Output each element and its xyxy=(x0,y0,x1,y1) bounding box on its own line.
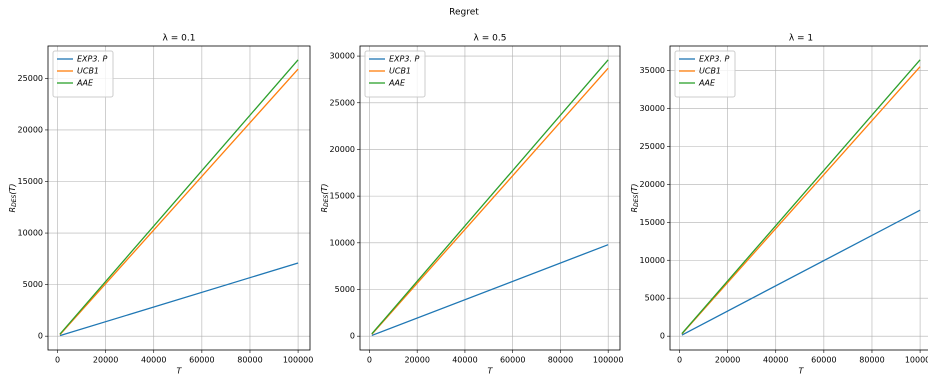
x-tick-label: 40000 xyxy=(452,356,477,365)
legend-label: UCB1 xyxy=(77,67,99,76)
y-tick-label: 10000 xyxy=(330,238,355,247)
x-tick-label: 80000 xyxy=(237,356,262,365)
legend-label: AAE xyxy=(388,79,406,88)
legend-box xyxy=(52,50,114,98)
series-line xyxy=(59,68,299,336)
y-tick-label: 10000 xyxy=(640,256,665,265)
x-tick-label: 60000 xyxy=(811,356,836,365)
x-tick-label: 100000 xyxy=(283,356,314,365)
x-tick-label: 80000 xyxy=(859,356,884,365)
y-tick-label: 0 xyxy=(660,332,665,341)
y-tick-label: 25000 xyxy=(18,74,43,83)
y-axis-label-part: (T) xyxy=(8,184,17,195)
plot-frame xyxy=(359,45,621,351)
y-axis-label-part: DES xyxy=(633,194,640,206)
x-axis-label: T xyxy=(799,367,805,376)
y-axis-label-part: DES xyxy=(323,194,330,206)
y-axis-label-part: R xyxy=(8,207,17,213)
series-line xyxy=(371,59,609,335)
legend-label: EXP3. P xyxy=(389,55,420,64)
series-line xyxy=(59,59,299,335)
y-axis-label: RDES(T) xyxy=(630,184,640,213)
subplot-title: λ = 0.5 xyxy=(474,34,507,44)
y-tick-label: 30000 xyxy=(330,52,355,61)
series-line xyxy=(681,66,921,335)
x-tick-label: 60000 xyxy=(189,356,214,365)
suptitle: Regret xyxy=(449,8,479,18)
y-tick-label: 10000 xyxy=(18,229,43,238)
series-line xyxy=(371,67,609,335)
legend-label: AAE xyxy=(698,79,716,88)
series-line xyxy=(371,244,609,337)
series-line xyxy=(59,262,299,337)
y-tick-label: 25000 xyxy=(640,142,665,151)
x-tick-label: 0 xyxy=(677,356,682,365)
x-tick-label: 0 xyxy=(55,356,60,365)
x-tick-label: 0 xyxy=(367,356,372,365)
y-axis-label-part: (T) xyxy=(630,184,639,195)
legend-box xyxy=(364,50,426,98)
y-tick-label: 15000 xyxy=(640,218,665,227)
y-tick-label: 35000 xyxy=(640,66,665,75)
subplot: λ = 1 0 20000 40000 60000 80000 100000 0 5000 100… xyxy=(630,34,928,376)
legend-label: EXP3. P xyxy=(699,55,730,64)
y-tick-label: 5000 xyxy=(335,285,355,294)
x-tick-label: 60000 xyxy=(500,356,525,365)
x-tick-label: 40000 xyxy=(141,356,166,365)
x-tick-label: 100000 xyxy=(593,356,624,365)
y-tick-label: 0 xyxy=(38,332,43,341)
y-tick-label: 20000 xyxy=(640,180,665,189)
legend-label: AAE xyxy=(76,79,94,88)
series-line xyxy=(681,209,921,336)
subplot: λ = 0.1 0 20000 40000 60000 80000 100000 0 5000 1… xyxy=(8,34,314,376)
subplot-title: λ = 1 xyxy=(789,34,813,44)
y-axis-label-part: R xyxy=(320,207,329,213)
y-tick-label: 30000 xyxy=(640,104,665,113)
y-tick-label: 20000 xyxy=(18,125,43,134)
x-tick-label: 20000 xyxy=(93,356,118,365)
x-tick-label: 40000 xyxy=(763,356,788,365)
y-axis-label: RDES(T) xyxy=(320,184,330,213)
x-tick-label: 100000 xyxy=(905,356,928,365)
y-tick-label: 20000 xyxy=(330,145,355,154)
series-line xyxy=(681,59,921,334)
y-tick-label: 5000 xyxy=(23,280,43,289)
y-axis-label-part: (T) xyxy=(320,184,329,195)
y-tick-label: 25000 xyxy=(330,98,355,107)
legend-box xyxy=(674,50,736,98)
y-tick-label: 15000 xyxy=(18,177,43,186)
y-tick-label: 15000 xyxy=(330,192,355,201)
legend-label: UCB1 xyxy=(699,67,721,76)
y-axis-label-part: R xyxy=(630,207,639,213)
y-tick-label: 0 xyxy=(350,332,355,341)
x-axis-label: T xyxy=(488,367,494,376)
legend-label: EXP3. P xyxy=(77,55,108,64)
plot-frame xyxy=(669,45,928,351)
x-axis-label: T xyxy=(177,367,183,376)
y-tick-label: 5000 xyxy=(645,294,665,303)
subplot-title: λ = 0.1 xyxy=(163,34,196,44)
subplot: λ = 0.5 0 20000 40000 60000 80000 100000 0 5000 1… xyxy=(320,34,624,376)
y-axis-label: RDES(T) xyxy=(8,184,18,213)
x-tick-label: 80000 xyxy=(548,356,573,365)
plot-frame xyxy=(47,45,311,351)
y-axis-label-part: DES xyxy=(11,194,18,206)
x-tick-label: 20000 xyxy=(715,356,740,365)
legend-label: UCB1 xyxy=(389,67,411,76)
x-tick-label: 20000 xyxy=(404,356,429,365)
